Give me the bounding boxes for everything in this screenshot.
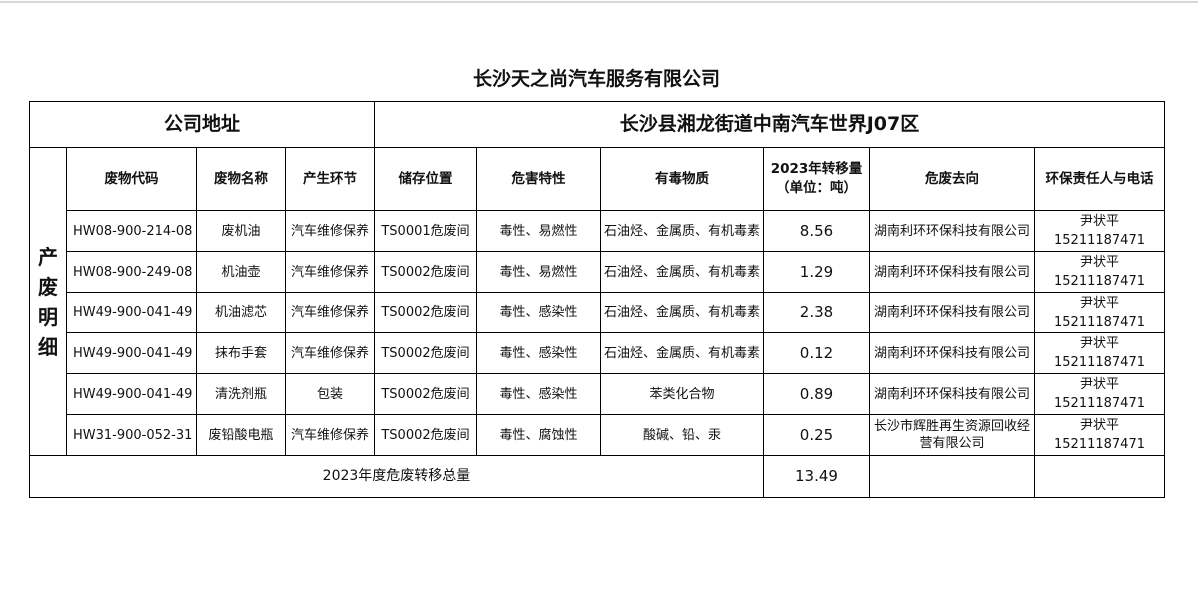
column-header-contact: 环保责任人与电话 [1034, 147, 1165, 211]
cell-toxic-substance: 石油烃、金属质、有机毒素 [600, 210, 764, 252]
cell-waste-name: 废机油 [196, 210, 286, 252]
cell-waste-name: 抹布手套 [196, 332, 286, 374]
cell-toxic-substance: 苯类化合物 [600, 373, 764, 415]
cell-storage: TS0002危废间 [374, 332, 477, 374]
cell-destination: 湖南利环环保科技有限公司 [869, 251, 1035, 293]
cell-amount: 0.25 [763, 414, 870, 456]
cell-stage: 汽车维修保养 [285, 292, 375, 333]
cell-waste-name: 废铅酸电瓶 [196, 414, 286, 456]
address-label: 公司地址 [29, 101, 375, 148]
total-empty-cell [1034, 455, 1165, 498]
column-header-hazard: 危害特性 [476, 147, 601, 211]
cell-contact: 尹状平 15211187471 [1034, 414, 1165, 456]
cell-hazard: 毒性、感染性 [476, 292, 601, 333]
cell-waste-name: 机油滤芯 [196, 292, 286, 333]
cell-contact: 尹状平 15211187471 [1034, 251, 1165, 293]
cell-contact: 尹状平 15211187471 [1034, 210, 1165, 252]
table-row: HW08-900-249-08 机油壶 汽车维修保养 TS0002危废间 毒性、易燃性石… [30, 251, 1165, 293]
cell-amount: 0.12 [763, 332, 870, 374]
total-label: 2023年度危废转移总量 [29, 455, 764, 498]
cell-waste-code: HW08-900-249-08 [66, 251, 197, 293]
table-row: HW31-900-052-31 废铅酸电瓶 汽车维修保养 TS0002危废间 毒性、腐蚀… [30, 414, 1165, 456]
cell-amount: 2.38 [763, 292, 870, 333]
cell-destination: 湖南利环环保科技有限公司 [869, 292, 1035, 333]
cell-destination: 湖南利环环保科技有限公司 [869, 332, 1035, 374]
cell-waste-code: HW49-900-041-49 [66, 292, 197, 333]
column-header-destination: 危废去向 [869, 147, 1035, 211]
cell-stage: 汽车维修保养 [285, 414, 375, 456]
cell-amount: 8.56 [763, 210, 870, 252]
window-top-border [0, 1, 1198, 3]
cell-hazard: 毒性、腐蚀性 [476, 414, 601, 456]
cell-stage: 汽车维修保养 [285, 251, 375, 293]
address-value: 长沙县湘龙街道中南汽车世界J07区 [374, 101, 1165, 148]
column-header-name: 废物名称 [196, 147, 286, 211]
cell-hazard: 毒性、易燃性 [476, 210, 601, 252]
cell-waste-code: HW31-900-052-31 [66, 414, 197, 456]
total-empty-cell [869, 455, 1035, 498]
hazardous-waste-table: 公司地址 长沙县湘龙街道中南汽车世界J07区 产 废 明 细 废物代码 废物名称… [29, 101, 1165, 498]
total-row: 2023年度危废转移总量 13.49 [29, 455, 1165, 498]
cell-storage: TS0001危废间 [374, 210, 477, 252]
total-value: 13.49 [763, 455, 870, 498]
cell-waste-code: HW49-900-041-49 [66, 332, 197, 374]
side-label: 产 废 明 细 [29, 147, 67, 456]
cell-waste-code: HW08-900-214-08 [66, 210, 197, 252]
side-char: 明 [38, 304, 58, 329]
table-row: HW49-900-041-49 机油滤芯 汽车维修保养 TS0002危废间 毒性、感染性… [30, 292, 1165, 333]
cell-amount: 1.29 [763, 251, 870, 293]
contact-person: 尹状平 [1079, 214, 1119, 229]
side-char: 产 [38, 244, 58, 269]
cell-contact: 尹状平 15211187471 [1034, 292, 1165, 333]
contact-phone: 15211187471 [1054, 437, 1145, 452]
contact-phone: 15211187471 [1054, 355, 1145, 370]
contact-person: 尹状平 [1079, 418, 1119, 433]
contact-phone: 15211187471 [1054, 396, 1145, 411]
contact-phone: 15211187471 [1054, 233, 1145, 248]
contact-person: 尹状平 [1079, 255, 1119, 270]
cell-stage: 包装 [285, 373, 375, 415]
page-title: 长沙天之尚汽车服务有限公司 [472, 68, 720, 90]
column-header-stage: 产生环节 [285, 147, 375, 211]
cell-storage: TS0002危废间 [374, 373, 477, 415]
cell-waste-name: 清洗剂瓶 [196, 373, 286, 415]
contact-person: 尹状平 [1079, 377, 1119, 392]
cell-storage: TS0002危废间 [374, 292, 477, 333]
cell-toxic-substance: 石油烃、金属质、有机毒素 [600, 292, 764, 333]
cell-contact: 尹状平 15211187471 [1034, 332, 1165, 374]
cell-stage: 汽车维修保养 [285, 332, 375, 374]
cell-destination: 湖南利环环保科技有限公司 [869, 210, 1035, 252]
table-row: HW49-900-041-49 清洗剂瓶 包装 TS0002危废间 毒性、感染性 苯类化合… [30, 373, 1165, 415]
cell-hazard: 毒性、感染性 [476, 373, 601, 415]
cell-waste-name: 机油壶 [196, 251, 286, 293]
cell-storage: TS0002危废间 [374, 251, 477, 293]
table-row: HW08-900-214-08 废机油 汽车维修保养 TS0001危废间 毒性、易燃性石… [30, 210, 1165, 252]
side-char: 废 [38, 274, 58, 299]
cell-destination: 湖南利环环保科技有限公司 [869, 373, 1035, 415]
contact-phone: 15211187471 [1054, 274, 1145, 289]
contact-person: 尹状平 [1079, 295, 1119, 311]
amount-header-line2: （单位：吨） [776, 180, 857, 196]
contact-person: 尹状平 [1079, 336, 1119, 351]
cell-toxic-substance: 酸碱、铅、汞 [600, 414, 764, 456]
table-row: HW49-900-041-49 抹布手套 汽车维修保养 TS0002危废间 毒性、感染性… [30, 332, 1165, 374]
cell-hazard: 毒性、感染性 [476, 332, 601, 374]
cell-destination: 长沙市辉胜再生资源回收经营有限公司 [869, 414, 1035, 456]
cell-stage: 汽车维修保养 [285, 210, 375, 252]
column-header-storage: 储存位置 [374, 147, 477, 211]
cell-contact: 尹状平 15211187471 [1034, 373, 1165, 415]
cell-amount: 0.89 [763, 373, 870, 415]
column-header-code: 废物代码 [66, 147, 197, 211]
cell-toxic-substance: 石油烃、金属质、有机毒素 [600, 251, 764, 293]
cell-toxic-substance: 石油烃、金属质、有机毒素 [600, 332, 764, 374]
cell-hazard: 毒性、易燃性 [476, 251, 601, 293]
contact-phone: 15211187471 [1054, 314, 1145, 330]
column-header-toxic: 有毒物质 [600, 147, 764, 211]
cell-waste-code: HW49-900-041-49 [66, 373, 197, 415]
column-header-amount: 2023年转移量 （单位：吨） [763, 147, 870, 211]
side-char: 细 [38, 334, 58, 359]
cell-storage: TS0002危废间 [374, 414, 477, 456]
amount-header-line1: 2023年转移量 [770, 161, 863, 177]
